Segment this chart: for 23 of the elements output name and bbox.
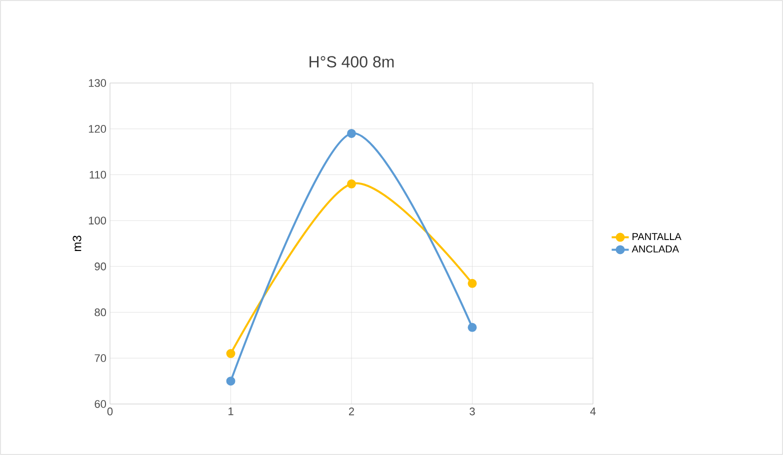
legend-label: PANTALLA — [632, 233, 682, 240]
legend-label: ANCLADA — [632, 245, 679, 253]
point — [468, 278, 477, 288]
x-tick-label: 1 — [228, 408, 234, 416]
x-tick-label: 2 — [348, 408, 354, 416]
chart-title: H°S 400 8m — [310, 56, 394, 68]
y-tick-label: 100 — [88, 216, 106, 224]
y-tick-label: 60 — [94, 400, 106, 408]
y-tick-label: 70 — [94, 354, 106, 362]
y-axis-title: m3 — [72, 236, 82, 252]
point — [347, 179, 356, 188]
point — [347, 128, 356, 138]
point — [468, 322, 477, 332]
y-tick-label: 90 — [94, 262, 106, 270]
y-tick-label: 120 — [88, 124, 106, 133]
point — [226, 349, 236, 358]
x-tick-label: 0 — [107, 408, 113, 416]
point — [226, 376, 236, 386]
y-tick-label: 110 — [90, 170, 106, 179]
x-tick-label: 3 — [470, 408, 475, 416]
x-tick-label: 4 — [590, 408, 596, 416]
y-tick-label: 80 — [94, 308, 106, 316]
y-tick-label: 130 — [88, 79, 106, 87]
